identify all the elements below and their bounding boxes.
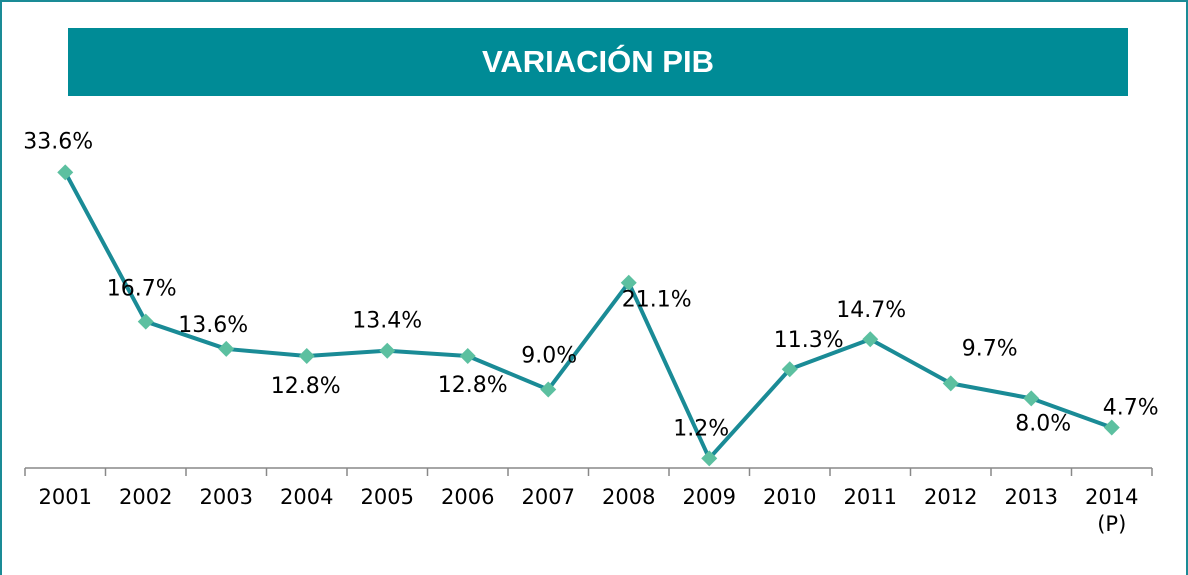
marker [942,375,959,392]
data-label: 33.6% [23,129,93,154]
x-tick-label: 2001 [38,485,92,509]
data-label: 8.0% [1015,411,1071,436]
data-label: 9.7% [962,336,1018,361]
data-label: 14.7% [836,298,906,323]
marker [862,331,879,348]
x-tick-label: 2008 [602,485,656,509]
data-label: 13.4% [352,309,422,334]
marker [1023,390,1040,407]
x-tick-label: 2009 [682,485,736,509]
line [63,171,1113,461]
x-tick-label: 2011 [843,485,897,509]
title-banner [68,28,1128,96]
marker [781,361,798,378]
x-tick-label: 2003 [199,485,253,509]
marker [218,340,235,357]
marker [459,347,476,364]
data-label: 16.7% [107,277,177,302]
x-tick-label: 2006 [441,485,495,509]
data-label: 12.8% [271,374,341,399]
marker [1103,419,1120,436]
marker [137,313,154,330]
data-label: 21.1% [622,288,692,313]
x-tick-label: 2007 [521,485,575,509]
data-label: 12.8% [438,373,508,398]
marker [57,164,74,181]
data-label: 11.3% [774,328,844,353]
marker [379,342,396,359]
x-tick-label: 2014 (P) [1085,485,1139,536]
marker [540,381,557,398]
data-label: 9.0% [521,344,577,369]
data-label: 1.2% [673,416,729,441]
x-tick-label: 2013 [1004,485,1058,509]
data-label: 4.7% [1103,396,1159,421]
x-tick-label: 2010 [763,485,817,509]
x-tick-label: 2002 [119,485,173,509]
marker [298,347,315,364]
x-tick-label: 2005 [360,485,414,509]
x-tick-label: 2012 [924,485,978,509]
marker [620,274,637,291]
chart-title: VARIACIÓN PIB [482,43,714,79]
marker [701,450,718,467]
data-label: 13.6% [178,313,248,338]
x-tick-label: 2004 [280,485,334,509]
